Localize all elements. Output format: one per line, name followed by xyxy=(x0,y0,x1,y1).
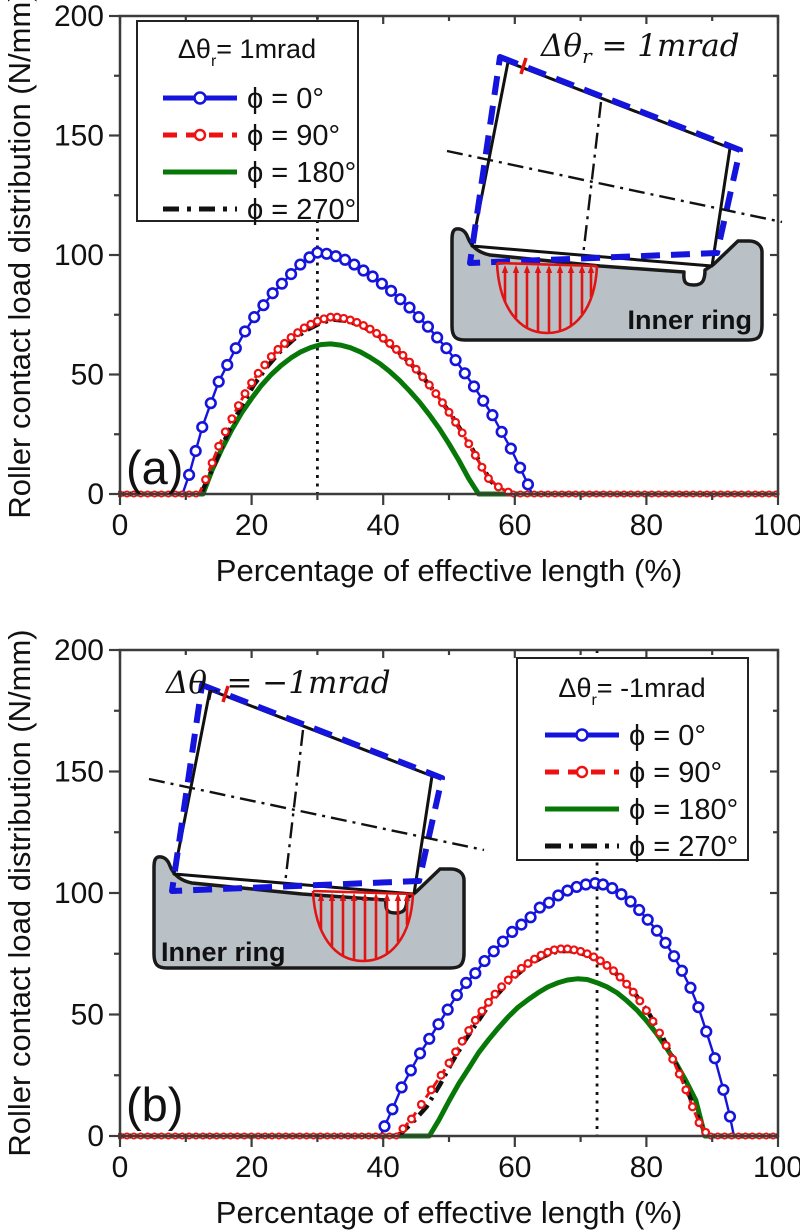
legend-a-entry-phi0: ϕ = 0° xyxy=(163,83,324,115)
svg-text:ϕ = 0°: ϕ = 0° xyxy=(247,83,324,115)
x-tick-label: 40 xyxy=(367,509,400,542)
legend-b-entry-phi180: ϕ = 180° xyxy=(545,794,738,826)
curve-ϕ=180° xyxy=(120,341,778,497)
x-axis-label: Percentage of effective length (%) xyxy=(216,553,682,588)
x-tick-label: 80 xyxy=(630,1151,663,1184)
y-tick-label: 200 xyxy=(54,0,104,33)
y-tick-label: 150 xyxy=(54,120,104,153)
inner-ring-label-b: Inner ring xyxy=(161,937,286,967)
roller-red-mark-b xyxy=(221,685,230,703)
tick-labels-group: 0 20 40 60 80 100 0 50 100 150 200 xyxy=(54,634,800,1184)
legend-a-box xyxy=(136,20,359,222)
legend-a: Δθr= 1mrad ϕ = 0° ϕ = 90° ϕ = 180° ϕ = 2… xyxy=(136,20,359,226)
x-tick-label: 100 xyxy=(753,509,800,542)
panel-label-a: (a) xyxy=(126,441,183,494)
x-tick-label: 100 xyxy=(753,1151,800,1184)
legend-b-entry-phi270: ϕ = 270° xyxy=(545,831,738,863)
legend-b-box xyxy=(516,657,749,861)
legend-b-entry-phi0: ϕ = 0° xyxy=(545,720,706,752)
x-tick-label: 20 xyxy=(235,509,268,542)
y-axis-label-b: Roller contact load distribution (N/mm) xyxy=(2,629,37,1156)
x-tick-label: 0 xyxy=(112,1151,129,1184)
inset-title-b: Δθr = −1mrad xyxy=(165,665,391,705)
inner-ring-label-a: Inner ring xyxy=(627,305,752,335)
inset-title-a: Δθr = 1mrad xyxy=(540,28,740,68)
panel-b-plot: 0 20 40 60 80 100 0 50 100 150 200 xyxy=(54,634,800,1184)
inset-diagram-b: Δθr = −1mrad Inner ring xyxy=(149,665,484,968)
curves-group xyxy=(118,877,778,1140)
legend-a-entry-phi270: ϕ = 270° xyxy=(163,194,356,226)
y-tick-label: 0 xyxy=(87,1120,104,1153)
y-axis-label: Roller contact load distribution (N/mm) xyxy=(2,0,37,519)
x-tick-label: 0 xyxy=(112,509,129,542)
roller-red-mark-a xyxy=(519,57,528,75)
ticks-group xyxy=(109,14,780,505)
x-tick-label: 40 xyxy=(367,1151,400,1184)
y-tick-label: 50 xyxy=(71,359,104,392)
x-axis-label-b: Percentage of effective length (%) xyxy=(216,1195,682,1230)
y-tick-label: 200 xyxy=(54,634,104,667)
legend-b: Δθr= -1mrad ϕ = 0° ϕ = 90° ϕ = 180° ϕ = … xyxy=(516,657,749,863)
y-tick-label: 100 xyxy=(54,877,104,910)
y-tick-label: 100 xyxy=(54,239,104,272)
ticks-group xyxy=(109,648,780,1147)
panel-a-axis-labels: Roller contact load distribution (N/mm) … xyxy=(2,0,682,588)
svg-text:ϕ = 0°: ϕ = 0° xyxy=(629,720,706,752)
svg-text:ϕ = 180°: ϕ = 180° xyxy=(247,157,356,189)
panel-b-axis-labels: Roller contact load distribution (N/mm) … xyxy=(2,629,682,1230)
curve-ϕ=270° xyxy=(120,948,778,1139)
legend-a-title: Δθr= 1mrad xyxy=(178,34,316,70)
legend-b-title: Δθr= -1mrad xyxy=(558,673,705,709)
x-tick-label: 60 xyxy=(498,1151,531,1184)
svg-text:ϕ = 270°: ϕ = 270° xyxy=(247,194,356,226)
tick-labels-group: 0 20 40 60 80 100 0 50 100 150 200 xyxy=(54,0,800,542)
svg-text:ϕ = 90°: ϕ = 90° xyxy=(629,757,722,789)
panel-label-b: (b) xyxy=(126,1078,183,1131)
y-tick-label: 50 xyxy=(71,999,104,1032)
x-tick-label: 20 xyxy=(235,1151,268,1184)
panel-a-plot: 0 20 40 60 80 100 0 50 100 150 200 xyxy=(54,0,800,542)
legend-b-entry-phi90: ϕ = 90° xyxy=(545,757,722,789)
svg-text:ϕ = 90°: ϕ = 90° xyxy=(247,120,340,152)
curve-ϕ=90° xyxy=(120,947,778,1138)
y-tick-label: 0 xyxy=(87,478,104,511)
legend-a-entry-phi180: ϕ = 180° xyxy=(163,157,356,189)
curves-group xyxy=(118,246,780,498)
x-tick-label: 80 xyxy=(630,509,663,542)
legend-a-entry-phi90: ϕ = 90° xyxy=(163,120,340,152)
inset-diagram-a: Δθr = 1mrad Inner ring xyxy=(447,28,782,340)
svg-text:ϕ = 270°: ϕ = 270° xyxy=(629,831,738,863)
curve-ϕ=180° xyxy=(120,976,778,1139)
y-tick-label: 150 xyxy=(54,756,104,789)
x-tick-label: 60 xyxy=(498,509,531,542)
svg-text:ϕ = 180°: ϕ = 180° xyxy=(629,794,738,826)
